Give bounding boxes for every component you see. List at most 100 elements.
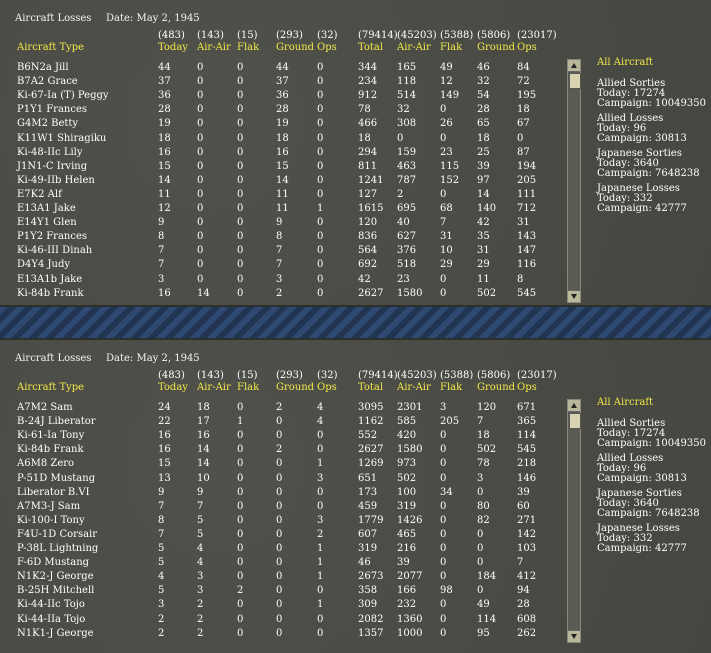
table-row[interactable]: Ki-100-I Tony 8 5 0 0 3 1779 1426 0 82 271 [0,515,560,528]
table-cell: 36 [276,90,289,101]
table-cell: 0 [237,288,244,299]
column-header-type[interactable]: Aircraft Type [17,382,85,393]
table-cell: 0 [237,118,244,129]
table-row[interactable]: K11W1 Shiragiku 18 0 0 18 0 18 0 0 18 0 [0,133,560,146]
column-header-today[interactable]: Today [158,382,188,393]
table-row[interactable]: Ki-44-IIc Tojo 3 2 0 0 1 309 232 0 49 28 [0,599,560,612]
column-header-flak[interactable]: Flak [237,42,260,53]
table-row[interactable]: Ki-84b Frank 16 14 0 2 0 2627 1580 0 502 545 [0,444,560,457]
table-cell: 2 [197,614,204,625]
column-header-airair2[interactable]: Air-Air [397,42,431,53]
vertical-scrollbar[interactable] [567,399,581,643]
table-row[interactable]: Ki-84b Frank 16 14 0 2 0 2627 1580 0 502 545 [0,288,560,301]
column-header-ground2[interactable]: Ground [477,382,516,393]
scroll-thumb[interactable] [569,73,581,89]
aircraft-type-cell: A7M2 Sam [17,402,73,413]
table-row[interactable]: G4M2 Betty 19 0 0 19 0 466 308 26 65 67 [0,118,560,131]
table-cell: 28 [517,599,530,610]
table-cell: 0 [317,76,324,87]
table-cell: 14 [197,458,210,469]
column-total: (15) [237,30,258,41]
table-row[interactable]: A7M3-J Sam 7 7 0 0 0 459 319 0 80 60 [0,501,560,514]
column-header-airair2[interactable]: Air-Air [397,382,431,393]
table-row[interactable]: B7A2 Grace 37 0 0 37 0 234 118 12 32 72 [0,76,560,89]
table-cell: 94 [517,585,530,596]
vertical-scrollbar[interactable] [567,59,581,303]
table-cell: 111 [517,189,537,200]
table-row[interactable]: N1K2-J George 4 3 0 0 1 2673 2077 0 184 412 [0,571,560,584]
table-cell: 11 [477,274,490,285]
table-cell: 2 [158,614,165,625]
column-header-flak2[interactable]: Flak [440,42,463,53]
table-cell: 0 [477,585,484,596]
table-row[interactable]: Ki-46-III Dinah 7 0 0 7 0 564 376 10 31 147 [0,245,560,258]
column-header-flak2[interactable]: Flak [440,382,463,393]
table-row[interactable]: Ki-61-Ia Tony 16 16 0 0 0 552 420 0 18 114 [0,430,560,443]
all-aircraft-link[interactable]: All Aircraft [597,397,654,408]
scroll-up-button[interactable] [568,400,580,412]
table-row[interactable]: F-6D Mustang 5 4 0 0 1 46 39 0 0 7 [0,557,560,570]
table-cell: 502 [477,444,497,455]
table-cell: 40 [397,217,410,228]
table-row[interactable]: E13A1 Jake 12 0 0 11 1 1615 695 68 140 712 [0,203,560,216]
japanese-sorties-label: Japanese Sorties [597,488,682,499]
table-row[interactable]: P-51D Mustang 13 10 0 0 3 651 502 0 3 146 [0,473,560,486]
table-cell: 2077 [397,571,423,582]
table-row[interactable]: E14Y1 Glen 9 0 0 9 0 120 40 7 42 31 [0,217,560,230]
table-row[interactable]: J1N1-C Irving 15 0 0 15 0 811 463 115 39 194 [0,161,560,174]
table-row[interactable]: E13A1b Jake 3 0 0 3 0 42 23 0 11 8 [0,274,560,287]
column-header-ground[interactable]: Ground [276,42,315,53]
column-header-ground2[interactable]: Ground [477,42,516,53]
table-cell: 5 [197,515,204,526]
table-cell: 140 [477,203,497,214]
table-row[interactable]: A6M8 Zero 15 14 0 0 1 1269 973 0 78 218 [0,458,560,471]
column-total: (32) [317,370,338,381]
column-header-type[interactable]: Aircraft Type [17,42,85,53]
allied-losses-campaign: Campaign: 30813 [597,133,687,144]
table-cell: 9 [276,217,283,228]
table-row[interactable]: P-38L Lightning 5 4 0 0 1 319 216 0 0 103 [0,543,560,556]
table-row[interactable]: Ki-44-IIa Tojo 2 2 0 0 0 2082 1360 0 114 608 [0,614,560,627]
table-cell: 1 [317,543,324,554]
column-header-airair[interactable]: Air-Air [197,42,231,53]
table-row[interactable]: F4U-1D Corsair 7 5 0 0 2 607 465 0 0 142 [0,529,560,542]
table-cell: 3 [477,473,484,484]
table-row[interactable]: Ki-49-IIb Helen 14 0 0 14 0 1241 787 152 97 205 [0,175,560,188]
table-cell: 5 [158,557,165,568]
table-row[interactable]: B-25H Mitchell 5 3 2 0 0 358 166 98 0 94 [0,585,560,598]
scroll-thumb[interactable] [569,413,581,429]
column-header-ops[interactable]: Ops [317,42,337,53]
table-row[interactable]: E7K2 Alf 11 0 0 11 0 127 2 0 14 111 [0,189,560,202]
table-row[interactable]: Ki-48-IIc Lily 16 0 0 16 0 294 159 23 25 87 [0,147,560,160]
table-row[interactable]: D4Y4 Judy 7 0 0 7 0 692 518 29 29 116 [0,259,560,272]
table-cell: 0 [477,557,484,568]
table-row[interactable]: B6N2a Jill 44 0 0 44 0 344 165 49 46 84 [0,62,560,75]
table-cell: 165 [397,62,417,73]
aircraft-type-cell: D4Y4 Judy [17,259,71,270]
column-header-total[interactable]: Total [358,382,384,393]
table-row[interactable]: Liberator B.VI 9 9 0 0 0 173 100 34 0 39 [0,487,560,500]
table-cell: 0 [237,62,244,73]
table-cell: 0 [317,133,324,144]
column-header-airair[interactable]: Air-Air [197,382,231,393]
column-header-ops2[interactable]: Ops [517,382,537,393]
column-header-ground[interactable]: Ground [276,382,315,393]
table-row[interactable]: A7M2 Sam 24 18 0 2 4 3095 2301 3 120 671 [0,402,560,415]
all-aircraft-link[interactable]: All Aircraft [597,57,654,68]
scroll-down-button[interactable] [568,630,580,642]
table-cell: 0 [237,444,244,455]
column-header-flak[interactable]: Flak [237,382,260,393]
table-row[interactable]: N1K1-J George 2 2 0 0 0 1357 1000 0 95 262 [0,628,560,641]
column-header-ops2[interactable]: Ops [517,42,537,53]
column-header-today[interactable]: Today [158,42,188,53]
table-cell: 912 [358,90,378,101]
table-row[interactable]: B-24J Liberator 22 17 1 0 4 1162 585 205 7 365 [0,416,560,429]
column-header-total[interactable]: Total [358,42,384,53]
scroll-up-button[interactable] [568,60,580,72]
table-row[interactable]: Ki-67-Ia (T) Peggy 36 0 0 36 0 912 514 149 54 195 [0,90,560,103]
table-row[interactable]: P1Y1 Frances 28 0 0 28 0 78 32 0 28 18 [0,104,560,117]
allied-sorties-today: Today: 17274 [597,428,666,439]
column-header-ops[interactable]: Ops [317,382,337,393]
table-row[interactable]: P1Y2 Frances 8 0 0 8 0 836 627 31 35 143 [0,231,560,244]
scroll-down-button[interactable] [568,290,580,302]
